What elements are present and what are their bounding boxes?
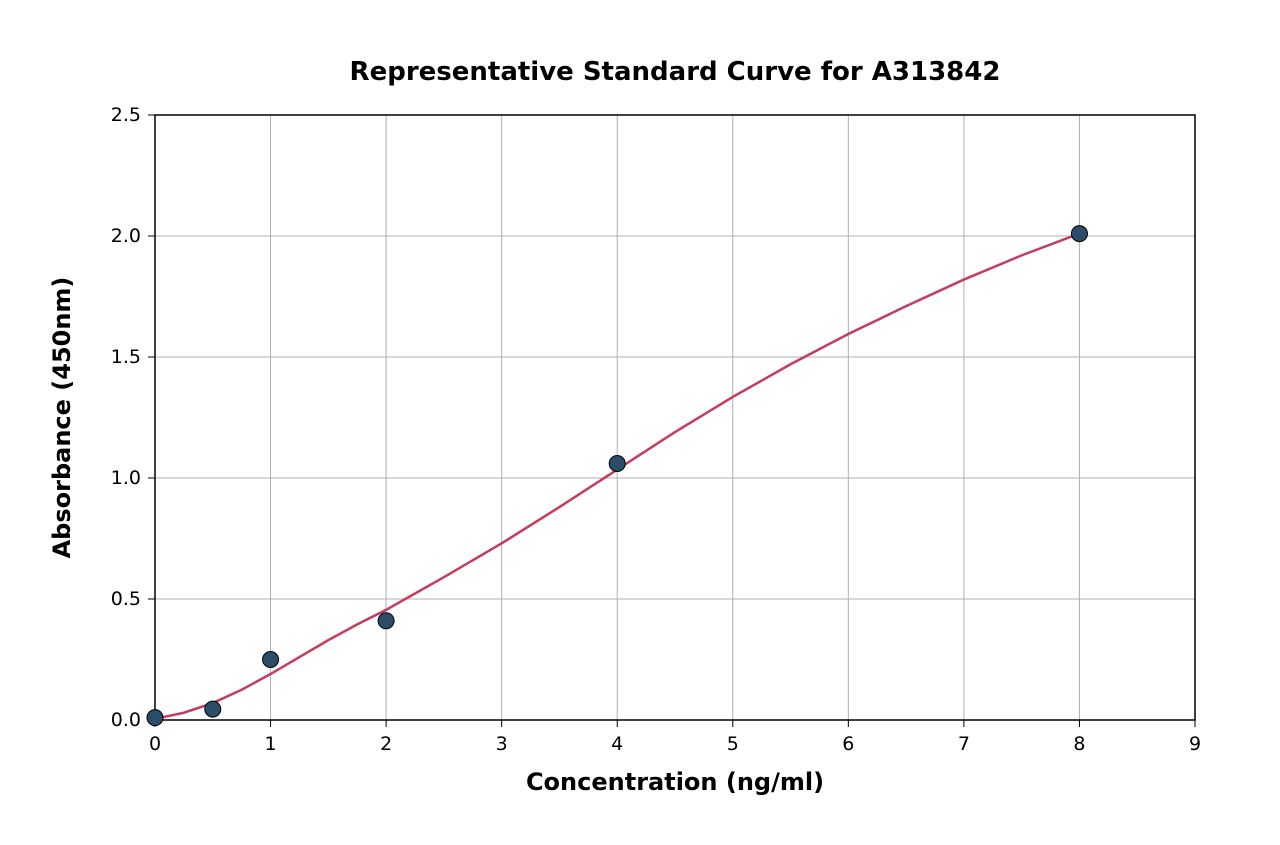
chart-container: 0 1 2 3 4 5 6 7 8 9 0.0 0.5 1.0 1.5 2.0 2.5 Concentrat… [0, 0, 1280, 845]
y-tick-label: 2.0 [111, 225, 141, 247]
x-tick-label: 2 [380, 733, 392, 755]
data-point [378, 613, 394, 629]
chart-title: Representative Standard Curve for A31384… [350, 57, 1001, 87]
x-tick-labels: 0 1 2 3 4 5 6 7 8 9 [149, 733, 1201, 755]
grid [155, 115, 1195, 720]
data-point [263, 652, 279, 668]
standard-curve-chart: 0 1 2 3 4 5 6 7 8 9 0.0 0.5 1.0 1.5 2.0 2.5 Concentrat… [0, 0, 1280, 845]
y-tick-label: 2.5 [111, 104, 141, 126]
x-tick-label: 9 [1189, 733, 1201, 755]
x-tick-label: 0 [149, 733, 161, 755]
x-tick-label: 4 [611, 733, 623, 755]
y-tick-label: 1.5 [111, 346, 141, 368]
x-tick-label: 8 [1073, 733, 1085, 755]
y-tick-labels: 0.0 0.5 1.0 1.5 2.0 2.5 [111, 104, 141, 731]
x-tick-label: 7 [958, 733, 970, 755]
data-point [147, 710, 163, 726]
data-point [1071, 226, 1087, 242]
y-tick-label: 0.0 [111, 709, 141, 731]
data-point [205, 701, 221, 717]
y-tick-label: 0.5 [111, 588, 141, 610]
x-tick-label: 1 [265, 733, 277, 755]
y-axis-label: Absorbance (450nm) [48, 277, 76, 559]
x-tick-label: 6 [842, 733, 854, 755]
x-tick-label: 5 [727, 733, 739, 755]
y-tick-label: 1.0 [111, 467, 141, 489]
axes [148, 115, 1195, 727]
x-axis-label: Concentration (ng/ml) [526, 768, 824, 796]
x-tick-label: 3 [496, 733, 508, 755]
data-point [609, 455, 625, 471]
